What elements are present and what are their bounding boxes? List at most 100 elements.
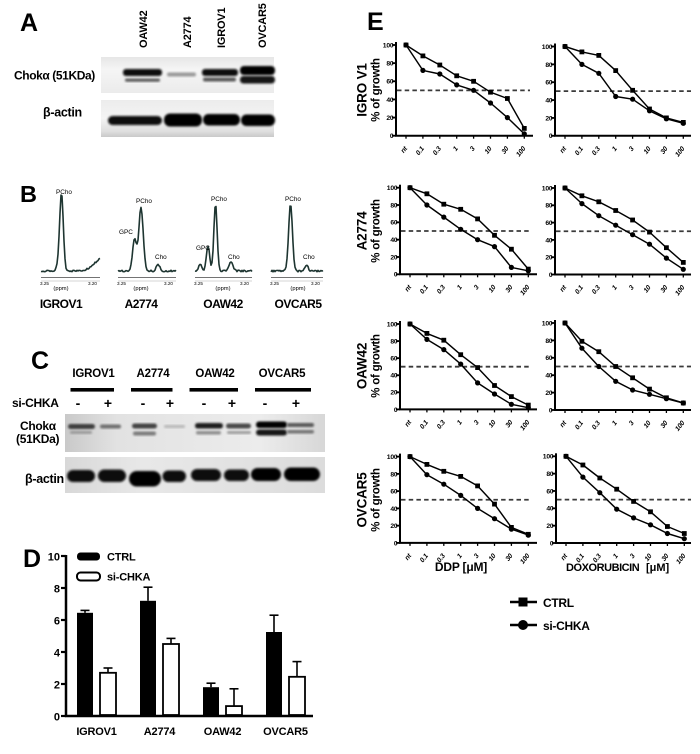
svg-text:30: 30 bbox=[660, 420, 670, 430]
svg-text:si-CHKA: si-CHKA bbox=[543, 619, 590, 633]
svg-text:IGRO V1: IGRO V1 bbox=[355, 63, 370, 117]
svg-text:nt: nt bbox=[404, 283, 414, 293]
svg-text:100: 100 bbox=[543, 454, 554, 461]
svg-text:% of growth: % of growth bbox=[371, 199, 383, 263]
svg-text:10: 10 bbox=[643, 145, 653, 155]
svg-text:-: - bbox=[141, 395, 146, 411]
svg-text:30: 30 bbox=[501, 145, 511, 155]
svg-text:Chokα (51KDa): Chokα (51KDa) bbox=[14, 69, 95, 83]
svg-text:D: D bbox=[23, 545, 41, 573]
svg-text:60: 60 bbox=[545, 80, 553, 87]
svg-text:10: 10 bbox=[484, 145, 494, 155]
svg-text:0: 0 bbox=[54, 711, 60, 723]
svg-text:PCho: PCho bbox=[56, 189, 72, 196]
svg-text:1: 1 bbox=[456, 419, 464, 426]
svg-text:10: 10 bbox=[488, 553, 498, 563]
svg-text:30: 30 bbox=[505, 284, 515, 294]
svg-text:DDP [μM]: DDP [μM] bbox=[435, 560, 487, 574]
svg-text:0: 0 bbox=[549, 272, 553, 279]
svg-text:PCho: PCho bbox=[211, 196, 227, 203]
svg-text:10: 10 bbox=[643, 420, 653, 430]
svg-text:80: 80 bbox=[546, 471, 554, 478]
svg-text:0.3: 0.3 bbox=[591, 145, 602, 157]
svg-text:20: 20 bbox=[545, 115, 553, 122]
svg-text:0.3: 0.3 bbox=[436, 552, 447, 564]
svg-text:30: 30 bbox=[505, 553, 515, 563]
svg-text:3.25: 3.25 bbox=[40, 281, 49, 286]
svg-text:0: 0 bbox=[550, 540, 554, 547]
svg-text:40: 40 bbox=[545, 373, 553, 380]
svg-text:-: - bbox=[202, 395, 207, 411]
svg-text:IGROV1: IGROV1 bbox=[40, 297, 83, 311]
svg-text:10: 10 bbox=[488, 419, 498, 429]
svg-text:OVCAR5: OVCAR5 bbox=[257, 3, 269, 48]
svg-text:0.1: 0.1 bbox=[419, 419, 430, 431]
svg-text:OAW42: OAW42 bbox=[138, 10, 150, 48]
svg-text:2: 2 bbox=[54, 679, 60, 691]
svg-text:OAW42: OAW42 bbox=[204, 726, 242, 738]
svg-text:100: 100 bbox=[674, 284, 686, 297]
svg-text:40: 40 bbox=[546, 506, 554, 513]
svg-text:3: 3 bbox=[473, 284, 481, 291]
svg-text:3: 3 bbox=[628, 284, 636, 291]
svg-text:OVCAR5: OVCAR5 bbox=[263, 726, 308, 738]
svg-text:60: 60 bbox=[390, 356, 398, 363]
svg-text:80: 80 bbox=[390, 338, 398, 345]
svg-text:GPC: GPC bbox=[119, 229, 133, 236]
svg-text:100: 100 bbox=[519, 419, 531, 432]
svg-text:-: - bbox=[76, 395, 81, 411]
svg-text:20: 20 bbox=[386, 115, 394, 122]
svg-text:Chokα: Chokα bbox=[20, 419, 57, 433]
svg-text:E: E bbox=[367, 8, 384, 36]
svg-text:3.25: 3.25 bbox=[117, 281, 126, 286]
svg-text:A2774: A2774 bbox=[137, 368, 171, 380]
svg-text:% of growth: % of growth bbox=[371, 58, 383, 122]
svg-text:20: 20 bbox=[390, 390, 398, 397]
svg-text:30: 30 bbox=[660, 145, 670, 155]
svg-text:nt: nt bbox=[559, 145, 569, 155]
svg-text:0.3: 0.3 bbox=[591, 420, 602, 432]
svg-text:100: 100 bbox=[542, 44, 553, 51]
svg-text:(ppm): (ppm) bbox=[290, 286, 305, 292]
svg-text:GPC: GPC bbox=[196, 245, 210, 252]
svg-text:nt: nt bbox=[559, 284, 569, 294]
svg-text:β-actin: β-actin bbox=[43, 106, 82, 120]
svg-text:Cho: Cho bbox=[303, 254, 315, 261]
svg-text:3: 3 bbox=[629, 553, 637, 560]
svg-text:80: 80 bbox=[390, 471, 398, 478]
svg-text:10: 10 bbox=[644, 553, 654, 563]
svg-text:100: 100 bbox=[387, 321, 398, 328]
svg-text:+: + bbox=[166, 395, 174, 411]
svg-text:nt: nt bbox=[404, 419, 414, 429]
svg-text:0.1: 0.1 bbox=[419, 284, 430, 296]
svg-text:OVCAR5: OVCAR5 bbox=[355, 472, 370, 528]
svg-text:60: 60 bbox=[545, 355, 553, 362]
svg-text:A2774: A2774 bbox=[144, 726, 176, 738]
svg-text:20: 20 bbox=[545, 255, 553, 262]
svg-text:1: 1 bbox=[456, 284, 464, 291]
svg-text:100: 100 bbox=[383, 42, 394, 49]
svg-text:40: 40 bbox=[545, 97, 553, 104]
svg-text:0: 0 bbox=[390, 133, 394, 140]
svg-text:40: 40 bbox=[390, 237, 398, 244]
svg-text:80: 80 bbox=[545, 338, 553, 345]
svg-text:0.3: 0.3 bbox=[592, 553, 603, 565]
svg-text:nt: nt bbox=[400, 145, 410, 155]
svg-text:nt: nt bbox=[559, 419, 569, 429]
svg-text:+: + bbox=[104, 395, 112, 411]
svg-text:A2774: A2774 bbox=[355, 211, 370, 250]
svg-text:100: 100 bbox=[519, 284, 531, 297]
svg-text:Cho: Cho bbox=[228, 254, 240, 261]
svg-text:+: + bbox=[292, 395, 300, 411]
svg-text:OAW42: OAW42 bbox=[203, 297, 243, 311]
svg-text:3.20: 3.20 bbox=[88, 281, 97, 286]
svg-text:10: 10 bbox=[643, 284, 653, 294]
svg-text:% of growth: % of growth bbox=[371, 468, 383, 532]
svg-text:4: 4 bbox=[54, 647, 61, 659]
svg-text:A2774: A2774 bbox=[182, 16, 194, 48]
svg-text:10: 10 bbox=[488, 284, 498, 294]
svg-text:0.1: 0.1 bbox=[574, 284, 585, 296]
svg-text:(ppm): (ppm) bbox=[53, 286, 68, 292]
svg-text:80: 80 bbox=[545, 203, 553, 210]
svg-text:100: 100 bbox=[515, 145, 527, 158]
